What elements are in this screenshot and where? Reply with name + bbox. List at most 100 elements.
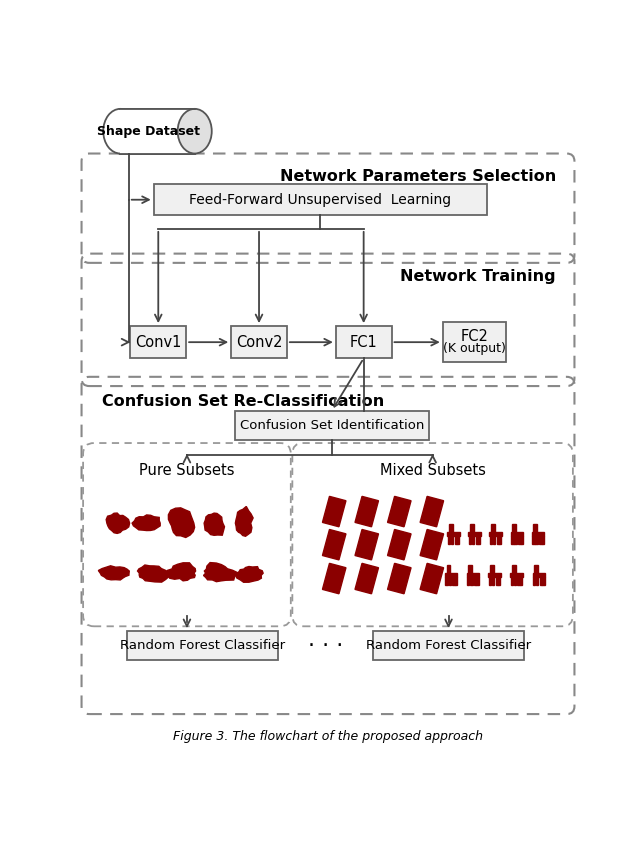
Polygon shape [518,577,520,585]
Text: Feed-Forward Unsupervised  Learning: Feed-Forward Unsupervised Learning [189,193,451,207]
Polygon shape [491,524,495,533]
Text: Random Forest Classifier: Random Forest Classifier [120,639,285,652]
Polygon shape [489,533,502,536]
Polygon shape [323,563,346,593]
Polygon shape [468,536,471,544]
Polygon shape [120,109,195,153]
Text: Network Training: Network Training [400,269,556,284]
Polygon shape [514,577,516,585]
FancyBboxPatch shape [131,326,186,358]
Polygon shape [539,536,541,544]
Polygon shape [164,563,196,581]
Polygon shape [498,577,500,585]
Polygon shape [511,533,524,536]
Polygon shape [106,513,130,534]
Polygon shape [540,577,542,585]
Polygon shape [532,536,534,544]
Polygon shape [476,577,479,585]
FancyBboxPatch shape [373,631,524,660]
Polygon shape [496,577,498,585]
Polygon shape [447,565,451,574]
Text: (K output): (K output) [443,341,506,355]
Polygon shape [449,577,451,585]
Polygon shape [138,565,169,583]
Text: Figure 3. The flowchart of the proposed approach: Figure 3. The flowchart of the proposed … [173,730,483,743]
Polygon shape [511,536,514,544]
Polygon shape [474,577,476,585]
Polygon shape [533,577,535,585]
FancyBboxPatch shape [127,631,278,660]
Text: Conv2: Conv2 [236,335,282,350]
Polygon shape [420,529,444,560]
Polygon shape [520,536,523,544]
Text: Network Parameters Selection: Network Parameters Selection [280,169,556,184]
Text: FC1: FC1 [350,335,378,350]
Polygon shape [168,507,195,538]
Text: Pure Subsets: Pure Subsets [140,464,235,478]
Polygon shape [490,536,492,544]
Text: Conv1: Conv1 [135,335,182,350]
Polygon shape [470,524,474,533]
Polygon shape [420,497,444,527]
Polygon shape [472,536,474,544]
Polygon shape [468,565,472,574]
Polygon shape [323,497,346,527]
Polygon shape [476,536,478,544]
Polygon shape [520,577,522,585]
Ellipse shape [178,109,212,153]
Polygon shape [447,533,460,536]
FancyBboxPatch shape [231,326,287,358]
Polygon shape [454,577,457,585]
Polygon shape [467,577,469,585]
Polygon shape [355,497,378,527]
Polygon shape [388,563,411,593]
Polygon shape [99,566,129,580]
Polygon shape [542,577,545,585]
Polygon shape [497,536,499,544]
Text: Confusion Set Re-Classification: Confusion Set Re-Classification [102,394,384,409]
Text: Mixed Subsets: Mixed Subsets [380,464,486,478]
Polygon shape [533,524,537,533]
Polygon shape [534,565,538,574]
Polygon shape [420,563,444,593]
Polygon shape [532,533,544,536]
Polygon shape [454,536,457,544]
Polygon shape [120,109,195,153]
Polygon shape [489,577,491,585]
Polygon shape [511,565,516,574]
Polygon shape [513,524,516,533]
Polygon shape [532,573,545,577]
Polygon shape [468,533,481,536]
Polygon shape [355,563,378,593]
Polygon shape [535,536,538,544]
FancyBboxPatch shape [292,443,573,626]
Polygon shape [449,524,452,533]
FancyBboxPatch shape [336,326,392,358]
Polygon shape [536,577,538,585]
Polygon shape [510,573,522,577]
Polygon shape [204,513,225,535]
Polygon shape [445,573,458,577]
Text: Shape Dataset: Shape Dataset [97,125,200,137]
Polygon shape [448,536,450,544]
Polygon shape [204,562,239,582]
Polygon shape [451,536,453,544]
Polygon shape [518,536,520,544]
FancyBboxPatch shape [83,443,291,626]
Polygon shape [499,536,501,544]
Text: Confusion Set Identification: Confusion Set Identification [240,419,424,432]
Text: · · ·: · · · [308,636,343,656]
Polygon shape [492,577,494,585]
Polygon shape [493,536,495,544]
Polygon shape [355,529,378,560]
Polygon shape [478,536,480,544]
Polygon shape [541,536,544,544]
Polygon shape [236,507,253,536]
Polygon shape [388,529,411,560]
Text: Random Forest Classifier: Random Forest Classifier [366,639,531,652]
Polygon shape [488,573,501,577]
Text: FC2: FC2 [461,330,488,344]
FancyBboxPatch shape [235,411,429,440]
FancyBboxPatch shape [443,322,506,362]
Polygon shape [470,577,472,585]
